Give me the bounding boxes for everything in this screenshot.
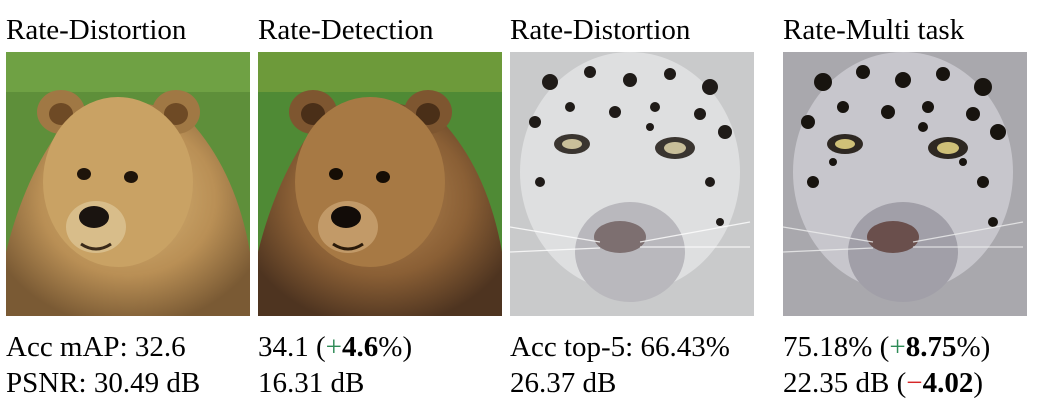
leopard-image-rate-distortion	[510, 52, 754, 316]
gain-value: 8.75	[905, 331, 957, 363]
gain-value: 4.6	[342, 331, 379, 363]
loss-value: 4.02	[922, 367, 974, 399]
accuracy-caption: 34.1 (+4.6%)	[258, 330, 412, 364]
psnr-caption: PSNR: 30.49 dB	[6, 367, 201, 399]
gain-tail: %)	[378, 331, 413, 363]
bear-image-rate-detection	[258, 52, 502, 316]
bear-image-rate-distortion	[6, 52, 250, 316]
psnr-caption: 26.37 dB	[510, 367, 617, 399]
accuracy-value: 34.1 (	[258, 331, 326, 363]
loss-sign: −	[906, 367, 923, 399]
accuracy-caption: Acc mAP: 32.6	[6, 331, 186, 363]
panel-rate-detection-bear: Rate-Detection 34.1 (	[258, 0, 508, 408]
panel-rate-distortion-bear: Rate-Distortion Acc mAP: 3	[6, 0, 256, 408]
accuracy-value: 75.18% (	[783, 331, 890, 363]
psnr-caption: 16.31 dB	[258, 367, 365, 399]
loss-tail: )	[973, 367, 984, 399]
accuracy-caption: 75.18% (+8.75%)	[783, 330, 990, 364]
gain-sign: +	[889, 331, 906, 363]
panel-title: Rate-Distortion	[6, 14, 187, 46]
psnr-value: 22.35 dB (	[783, 367, 907, 399]
gain-tail: %)	[956, 331, 991, 363]
panel-rate-distortion-leopard: Rate-Distortion Acc top-5: 66.43%	[510, 0, 760, 408]
panel-title: Rate-Multi task	[783, 14, 965, 46]
panel-rate-multitask-leopard: Rate-Multi task 75.18	[783, 0, 1033, 408]
panel-title: Rate-Distortion	[510, 14, 691, 46]
panel-title: Rate-Detection	[258, 14, 434, 46]
gain-sign: +	[325, 331, 343, 363]
leopard-image-rate-multitask	[783, 52, 1027, 316]
psnr-caption: 22.35 dB (−4.02)	[783, 366, 983, 400]
accuracy-caption: Acc top-5: 66.43%	[510, 331, 730, 363]
